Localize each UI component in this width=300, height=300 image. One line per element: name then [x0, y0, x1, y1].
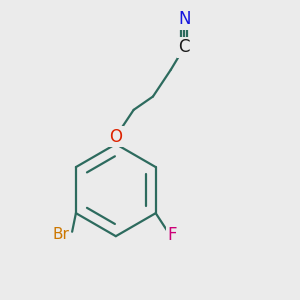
Text: F: F	[167, 226, 177, 244]
Text: C: C	[178, 38, 190, 56]
Text: Br: Br	[52, 227, 69, 242]
Text: N: N	[178, 10, 190, 28]
Text: O: O	[109, 128, 122, 146]
